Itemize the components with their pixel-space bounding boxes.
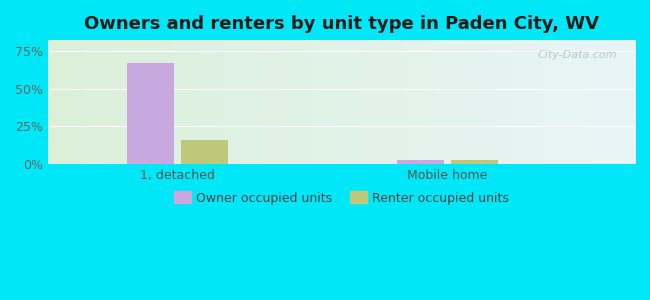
Bar — [396, 160, 443, 164]
Bar — [127, 63, 174, 164]
Bar — [450, 160, 498, 164]
Legend: Owner occupied units, Renter occupied units: Owner occupied units, Renter occupied un… — [169, 187, 514, 210]
Title: Owners and renters by unit type in Paden City, WV: Owners and renters by unit type in Paden… — [84, 15, 599, 33]
Text: City-Data.com: City-Data.com — [538, 50, 617, 60]
Bar — [181, 140, 228, 164]
